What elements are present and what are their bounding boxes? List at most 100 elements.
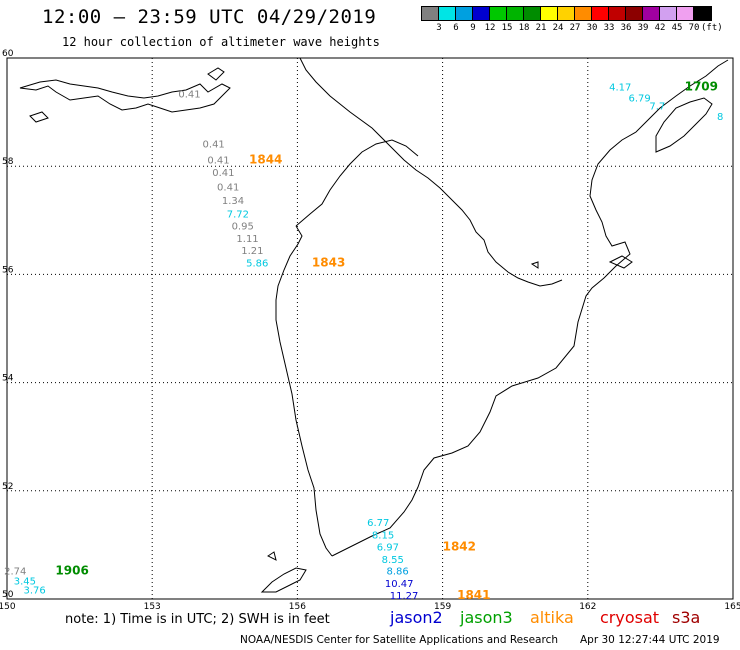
longitude-tick-label: 162 <box>579 602 596 612</box>
legend-swatch <box>422 7 439 20</box>
legend-swatch <box>626 7 643 20</box>
swh-value: 8.86 <box>386 567 408 578</box>
swh-value: 0.41 <box>217 183 239 194</box>
legend-label: 30 <box>586 23 598 33</box>
map-title: 12:00 – 23:59 UTC 04/29/2019 <box>42 6 377 28</box>
swh-value: 1.21 <box>241 246 263 257</box>
pass-time-label: 1844 <box>249 152 282 166</box>
credit-line: NOAA/NESDIS Center for Satellite Applica… <box>240 634 558 646</box>
swh-value: 7.72 <box>227 210 249 221</box>
satellite-altika: altika <box>530 608 574 627</box>
swh-value: 0.95 <box>232 221 254 232</box>
latitude-tick-label: 56 <box>2 265 14 275</box>
coastline <box>19 57 729 593</box>
legend-swatch <box>473 7 490 20</box>
pass-time-label: 1841 <box>457 588 490 602</box>
legend-label: 18 <box>518 23 530 33</box>
pass-time-label: 1843 <box>312 255 345 269</box>
latitude-tick-label: 54 <box>2 374 14 384</box>
kamchatka-neck <box>655 97 713 153</box>
island-north-1 <box>19 79 231 113</box>
altimeter-tracks: 0.41 0.41 0.41 0.41 0.41 1.34 7.720.95 1.111.21… <box>4 79 723 602</box>
legend-label: 33 <box>603 23 615 33</box>
swh-value: 0.41 <box>203 139 225 150</box>
swh-value: 10.47 <box>385 579 414 590</box>
longitude-tick-label: 159 <box>434 602 451 612</box>
graticule <box>6 57 734 600</box>
swh-value: 1.34 <box>222 196 244 207</box>
legend-label: 21 <box>535 23 547 33</box>
legend-label: (ft) <box>701 23 723 33</box>
swh-value: 2.74 <box>4 567 26 578</box>
longitude-tick-label: 153 <box>144 602 161 612</box>
swh-value: 1.11 <box>236 234 258 245</box>
legend-label: 12 <box>484 23 496 33</box>
legend-swatch <box>524 7 541 20</box>
swh-value: 8.55 <box>382 555 404 566</box>
karaginsky-island <box>608 255 633 269</box>
small-island-1 <box>530 261 539 269</box>
legend-swatch <box>609 7 626 20</box>
legend-label: 15 <box>501 23 513 33</box>
pass-time-label: 1842 <box>443 539 476 553</box>
legend-label: 6 <box>453 23 459 33</box>
swh-value: 0.41 <box>212 168 234 179</box>
legend-swatch <box>456 7 473 20</box>
swh-value: 5.86 <box>246 258 268 269</box>
swh-value: 8.15 <box>372 530 394 541</box>
longitude-tick-label: 150 <box>0 602 16 612</box>
legend-swatch <box>439 7 456 20</box>
legend-swatch <box>490 7 507 20</box>
legend-swatch <box>660 7 677 20</box>
latitude-labels: 60 58 56 54 52 50 <box>2 49 14 600</box>
legend-label: 24 <box>552 23 564 33</box>
swh-value: 11.27 <box>390 591 419 602</box>
island-north-2 <box>207 67 225 81</box>
kuril-island-2 <box>267 551 277 561</box>
legend-swatch <box>541 7 558 20</box>
okhotsk-upper-west <box>295 139 419 227</box>
satellite-jason3: jason3 <box>460 608 513 627</box>
pass-time-label: 1709 <box>685 79 718 93</box>
legend-swatch <box>643 7 660 20</box>
swh-value: 6.97 <box>377 542 399 553</box>
swh-value: 3.45 <box>14 576 36 587</box>
island-north-3 <box>29 111 49 123</box>
legend-swatch <box>592 7 609 20</box>
latitude-tick-label: 58 <box>2 157 14 167</box>
legend-label: 3 <box>436 23 442 33</box>
satellite-cryosat: cryosat <box>600 608 660 627</box>
swh-value: 8 <box>717 112 723 123</box>
legend-label: 45 <box>671 23 683 33</box>
generated-time: Apr 30 12:27:44 UTC 2019 <box>580 634 720 646</box>
latitude-tick-label: 50 <box>2 590 14 600</box>
legend-labels: 3 6 9 12 15 18 21 24 27 30 33 36 39 42 45 70 (ft) <box>421 21 722 33</box>
legend-label: 9 <box>470 23 476 33</box>
legend-swatches <box>421 6 712 21</box>
okhotsk-west-coast <box>275 225 333 557</box>
longitude-labels: 150 153 156 159 162 165 <box>0 602 740 612</box>
latitude-tick-label: 52 <box>2 482 13 492</box>
latitude-tick-label: 60 <box>2 49 14 59</box>
legend-label: 27 <box>569 23 581 33</box>
swh-value: 6.77 <box>367 518 389 529</box>
map-subtitle: 12 hour collection of altimeter wave hei… <box>62 35 380 49</box>
longitude-tick-label: 156 <box>289 602 306 612</box>
swh-value: 7.7 <box>649 101 665 112</box>
swh-value: 4.17 <box>609 82 631 93</box>
kamchatka-west-coast <box>331 59 729 557</box>
units-note: note: 1) Time is in UTC; 2) SWH is in fe… <box>65 612 330 627</box>
satellite-jason2: jason2 <box>390 608 443 627</box>
legend-swatch <box>694 7 711 20</box>
swh-value: 3.76 <box>23 586 45 597</box>
map-frame <box>6 57 734 600</box>
kuril-island-1 <box>260 567 307 593</box>
color-legend: 3 6 9 12 15 18 21 24 27 30 33 36 39 42 45 70 (ft) <box>421 6 723 33</box>
pass-time-label: 1906 <box>55 564 88 578</box>
swh-value: 0.41 <box>178 89 200 100</box>
legend-label: 39 <box>637 23 649 33</box>
swh-value: 0.41 <box>207 155 229 166</box>
legend-swatch <box>507 7 524 20</box>
legend-label: 42 <box>654 23 666 33</box>
